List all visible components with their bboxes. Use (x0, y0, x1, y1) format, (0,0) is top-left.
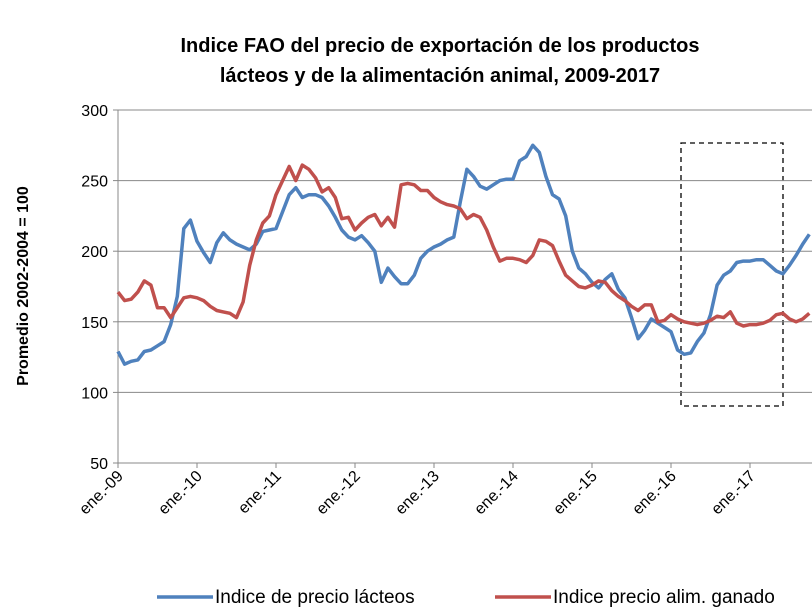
y-tick-label: 100 (81, 385, 108, 402)
y-tick-label: 200 (81, 244, 108, 261)
y-tick-label: 50 (90, 456, 108, 473)
legend-label: Indice de precio lácteos (215, 587, 415, 608)
x-tick-label: ene.-09 (76, 468, 126, 518)
series-line (116, 143, 811, 366)
chart-title: lácteos y de la alimentación animal, 200… (220, 65, 660, 87)
x-tick-label: ene.-13 (392, 468, 442, 518)
x-tick-label: ene.-12 (313, 468, 363, 518)
highlight-box (680, 142, 784, 407)
x-tick-label: ene.-14 (471, 468, 521, 518)
y-tick-label: 250 (81, 174, 108, 191)
x-tick-label: ene.-17 (708, 468, 758, 518)
legend-label: Indice precio alim. ganado (553, 587, 775, 608)
series-line (116, 163, 811, 328)
x-tick-label: ene.-11 (235, 468, 285, 518)
y-axis-label: Promedio 2002-2004 = 100 (15, 186, 32, 386)
y-tick-label: 150 (81, 315, 108, 332)
x-tick-label: ene.-15 (550, 468, 600, 518)
y-tick-label: 300 (81, 103, 108, 120)
x-tick-label: ene.-16 (629, 468, 679, 518)
x-tick-label: ene.-10 (155, 468, 205, 518)
chart-title: Indice FAO del precio de exportación de … (181, 35, 700, 57)
